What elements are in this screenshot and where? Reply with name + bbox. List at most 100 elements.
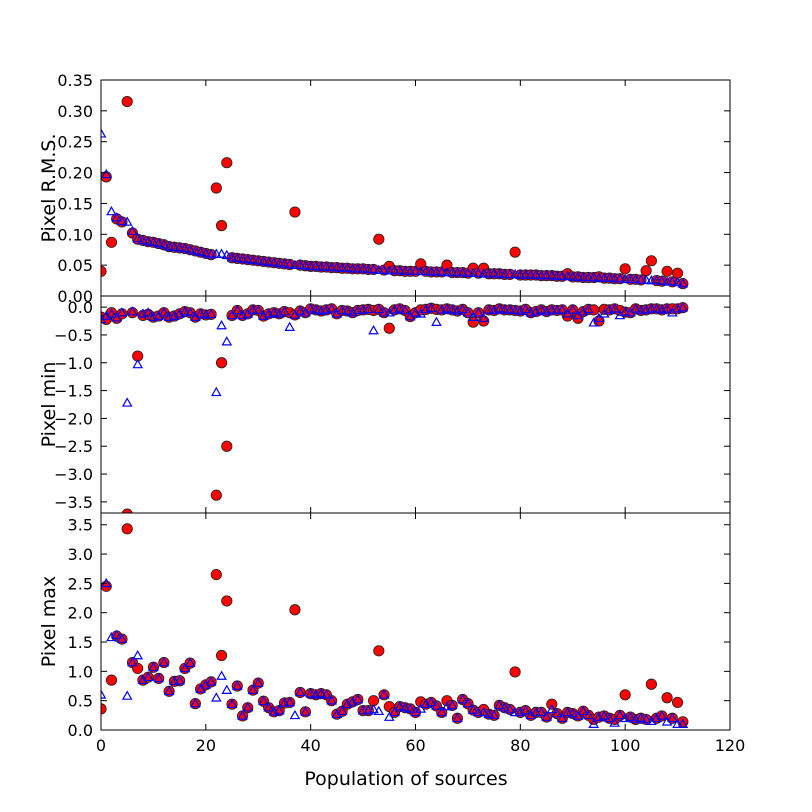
blue-point [415,703,427,713]
blue-point [279,258,290,268]
red-point [289,206,301,218]
blue-point [310,304,322,314]
red-point [509,246,521,258]
blue-point [410,265,421,276]
x-tick-label: 80 [510,736,530,755]
blue-point [598,272,610,282]
red-point [210,489,222,501]
blue-point [436,706,448,717]
blue-point [394,265,406,275]
red-point [221,440,233,452]
blue-point [190,245,201,255]
blue-point [567,304,579,314]
blue-point [148,236,159,247]
blue-point [425,696,437,707]
red-point [121,523,133,535]
blue-point [195,308,206,318]
y-tick-label: 0.30 [57,102,93,121]
y-tick-label: 0.0 [68,298,93,317]
blue-point [667,712,678,723]
blue-point [583,709,594,720]
blue-point [158,307,170,317]
blue-point [556,304,568,314]
y-tick-label: 3.0 [68,545,93,564]
blue-point [677,278,689,288]
blue-point [153,238,164,248]
blue-point [326,695,337,705]
y-tick-label: −3.5 [54,493,93,512]
blue-point [148,661,159,672]
data-points [101,302,689,513]
red-point [373,645,385,657]
y-axis-label: Pixel max [38,576,60,667]
blue-point [635,712,647,723]
blue-point [169,241,180,252]
y-tick-label: 0.00 [57,287,93,306]
y-tick-label: −1.0 [54,354,93,373]
blue-point [153,672,164,683]
blue-point [373,264,385,274]
blue-point [242,702,254,712]
blue-point [273,257,285,268]
blue-point [598,710,610,720]
blue-point [494,303,505,313]
y-tick-label: 0.05 [57,256,93,275]
blue-point [158,239,170,249]
blue-point [446,699,458,710]
data-points [101,523,689,728]
blue-point [504,304,516,314]
blue-point [431,700,442,710]
panel-pixel-rms: 0.00 0.05 0.10 0.15 0.20 0.25 0.30 0.35 Pixel R.… [38,71,731,306]
blue-point [231,304,243,315]
blue-point [467,267,479,277]
blue-point [195,246,206,257]
blue-point [604,712,615,723]
blue-point [541,711,552,721]
blue-point [520,269,531,279]
blue-point [656,275,668,286]
blue-point [625,711,636,721]
blue-point [514,269,526,279]
blue-point [294,686,306,697]
blue-point [383,711,395,721]
blue-point [190,698,201,708]
blue-point [630,303,641,313]
blue-point [184,307,196,317]
blue-point [609,303,621,313]
blue-point [273,705,285,715]
blue-point [478,706,489,717]
red-point [588,304,600,316]
blue-point [646,275,657,285]
blue-point [258,695,269,706]
blue-point [425,266,437,276]
blue-point [331,262,343,272]
blue-point [174,675,185,685]
blue-point [436,266,448,276]
blue-point [101,168,112,179]
blue-point [462,698,474,708]
blue-point [494,268,505,278]
blue-point [294,305,306,315]
blue-point [101,689,107,699]
blue-point [619,306,631,316]
blue-point [205,308,217,319]
red-point [671,267,684,279]
red-point [105,236,118,248]
blue-point [457,693,469,704]
blue-point [446,304,458,314]
blue-point [415,265,427,276]
blue-point [399,304,411,315]
blue-point [263,256,275,266]
blue-point [567,271,579,281]
y-tick-label: −2.0 [54,409,93,428]
blue-point [352,263,364,273]
blue-point [315,261,327,271]
blue-point [252,677,264,687]
x-tick-label: 0 [96,736,106,755]
blue-point [300,706,311,716]
blue-point [478,312,489,323]
blue-point [127,657,138,667]
blue-point [509,706,521,717]
panel-pixel-min: 0.0 −0.5 −1.0 −1.5 −2.0 −2.5 −3.0 −3.5 Pixel min [38,295,731,514]
blue-point [394,303,406,313]
